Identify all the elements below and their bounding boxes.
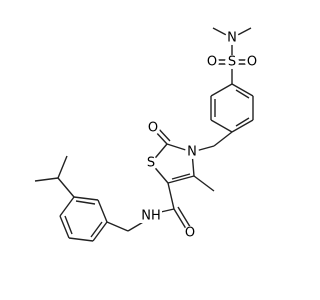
atom: O — [207, 55, 217, 70]
atom: O — [148, 121, 158, 136]
atom: S — [228, 55, 236, 70]
atom: N — [227, 31, 237, 46]
atom-labels: N S O O N O S NH O — [140, 31, 259, 241]
atom: S — [147, 156, 155, 171]
atom: O — [247, 55, 257, 70]
structure: N S O O N O S NH O — [34, 27, 259, 242]
atom: NH — [141, 209, 161, 224]
atom: N — [187, 145, 197, 160]
atom: O — [185, 226, 195, 241]
